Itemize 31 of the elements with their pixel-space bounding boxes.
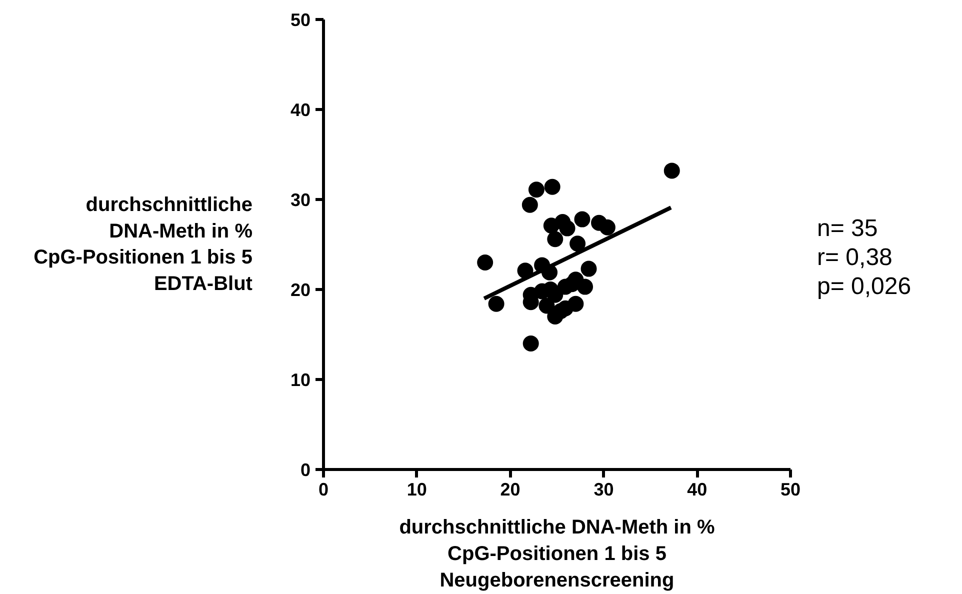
point — [544, 178, 560, 195]
x-tick-label: 10 — [406, 480, 427, 500]
y-tick-label: 10 — [290, 370, 311, 390]
point — [547, 231, 564, 248]
point — [522, 196, 538, 213]
point — [488, 296, 504, 312]
y-tick-label: 50 — [290, 10, 311, 30]
point — [522, 336, 539, 352]
x-axis-title: durchschnittliche DNA-Meth in % CpG-Positionen 1 bis 5 Neugeborenenscreening — [399, 516, 715, 592]
point — [574, 211, 590, 228]
point — [528, 182, 544, 198]
x-tick-label: 30 — [594, 480, 614, 500]
x-tick-label: 20 — [500, 480, 520, 500]
point — [577, 278, 594, 295]
point — [547, 308, 564, 324]
y-tick-label: 30 — [290, 190, 311, 210]
x-tick-label: 50 — [780, 480, 801, 500]
y-tick-label: 40 — [290, 100, 311, 120]
point — [580, 260, 597, 277]
point — [559, 220, 576, 236]
x-tick-label: 40 — [687, 480, 708, 500]
point — [599, 219, 616, 236]
text: n= 35 r= 0,38 p= 0,026 — [817, 215, 912, 302]
point — [477, 254, 494, 270]
point — [570, 236, 586, 252]
point — [664, 162, 680, 179]
x-tick-label: 0 — [318, 480, 329, 500]
y-tick-label: 20 — [290, 280, 311, 300]
y-axis-title: durchschnittliche DNA-Meth in % CpG-Positionen 1 bis 5 EDTA-Blut — [34, 194, 253, 296]
point — [538, 298, 555, 314]
y-tick-label: 0 — [300, 460, 311, 480]
